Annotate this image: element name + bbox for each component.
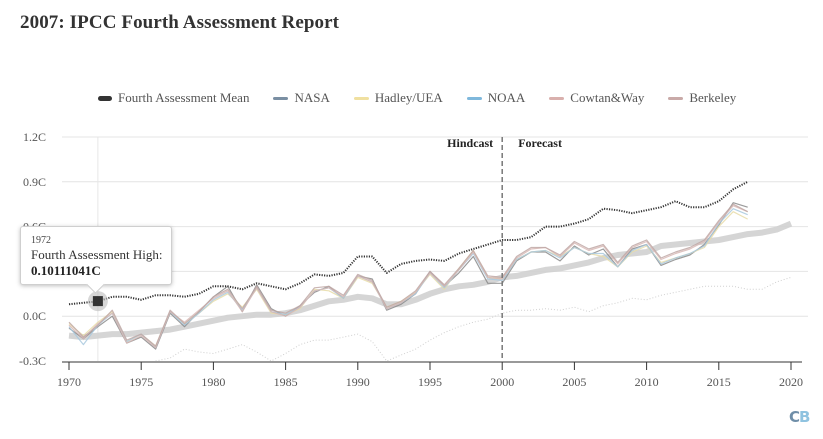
x-tick-label: 1970 (57, 375, 81, 389)
legend-label: Cowtan&Way (570, 90, 645, 105)
logo-c: C (789, 408, 800, 426)
legend-label: Hadley/UEA (374, 90, 443, 105)
legend-item-mean[interactable]: Fourth Assessment Mean (98, 90, 249, 106)
legend-label: NASA (294, 90, 330, 105)
legend-item-hadley[interactable]: Hadley/UEA (353, 90, 443, 106)
x-tick-label: 2000 (490, 375, 514, 389)
legend-item-cowtan[interactable]: Cowtan&Way (549, 90, 644, 106)
legend-swatch-noaa (466, 96, 482, 100)
x-tick-label: 2005 (562, 375, 586, 389)
tooltip: 1972 Fourth Assessment High: 0.10111041C (20, 226, 172, 285)
chart-legend: Fourth Assessment Mean NASA Hadley/UEA N… (98, 90, 760, 106)
legend-label: Fourth Assessment Mean (118, 90, 250, 105)
tooltip-label: Fourth Assessment High: (31, 247, 163, 262)
tooltip-year: 1972 (31, 235, 51, 246)
series-line-fourth-assessment-high (68, 180, 749, 306)
x-tick-label: 2020 (779, 375, 803, 389)
y-tick-label: -0.3C (19, 354, 46, 368)
series-line-fourth-assessment-low (155, 276, 792, 361)
series-line-fourth-assessment-mean (68, 220, 793, 341)
gridlines (62, 136, 808, 361)
x-tick-label: 2010 (635, 375, 659, 389)
legend-item-berkeley[interactable]: Berkeley (668, 90, 736, 106)
y-tick-label: 1.2C (23, 130, 46, 144)
logo-b: B (799, 408, 810, 426)
x-tick-label: 2015 (707, 375, 731, 389)
series-group (68, 180, 793, 361)
legend-swatch-berkeley (668, 96, 684, 100)
chart-title: 2007: IPCC Fourth Assessment Report (20, 12, 340, 33)
forecast-label: Forecast (518, 136, 562, 150)
y-tick-label: 0.0C (23, 309, 46, 323)
legend-item-nasa[interactable]: NASA (273, 90, 330, 106)
legend-swatch-cowtan (549, 96, 565, 100)
tooltip-value: 0.10111041C (31, 263, 101, 278)
legend-item-noaa[interactable]: NOAA (466, 90, 526, 106)
series-line-noaa (68, 208, 748, 349)
series-line-cowtan-way (68, 205, 748, 349)
highlight-point[interactable] (92, 296, 103, 307)
legend-swatch-mean (98, 95, 112, 101)
carbonbrief-logo: CB (789, 408, 810, 426)
x-axis: 1970 1975 1980 1985 1990 1995 2000 2005 2010 2015… (57, 361, 803, 389)
highlight-marker[interactable] (87, 291, 108, 312)
legend-swatch-hadley (353, 96, 369, 100)
x-tick-label: 1985 (274, 375, 298, 389)
legend-swatch-nasa (273, 96, 289, 100)
x-tick-label: 1995 (418, 375, 442, 389)
x-tick-label: 1980 (201, 375, 225, 389)
series-line-nasa (68, 202, 748, 350)
legend-label: Berkeley (689, 90, 737, 105)
hindcast-label: Hindcast (447, 136, 493, 150)
legend-label: NOAA (487, 90, 526, 105)
x-tick-label: 1975 (129, 375, 153, 389)
series-line-berkeley (68, 203, 748, 347)
x-tick-label: 1990 (346, 375, 370, 389)
y-tick-label: 0.9C (23, 175, 46, 189)
